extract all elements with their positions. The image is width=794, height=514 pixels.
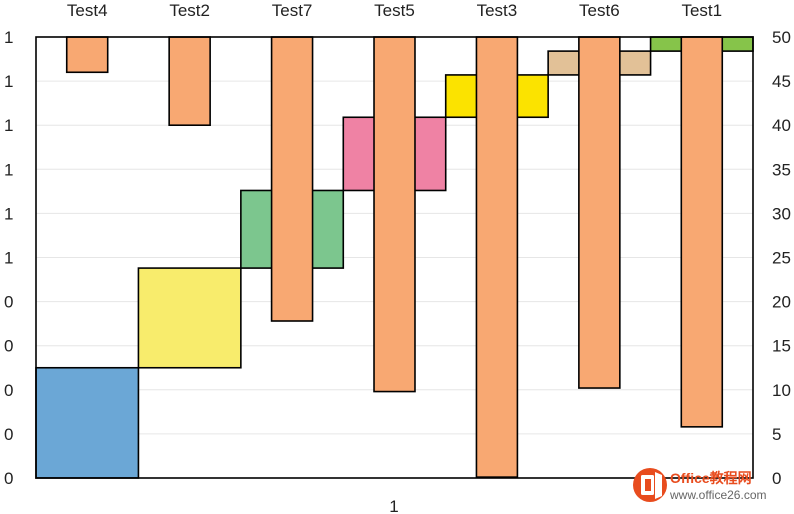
watermark-url: www.office26.com <box>669 488 767 502</box>
overlay-bar-test2 <box>168 36 211 126</box>
step-boxes <box>35 36 754 479</box>
category-label-test6: Test6 <box>579 1 620 20</box>
right-axis-tick-label: 5 <box>772 425 781 444</box>
right-axis-tick-label: 30 <box>772 204 791 223</box>
office-logo-icon <box>633 468 667 502</box>
watermark-title: Office教程网 <box>670 470 752 486</box>
left-axis-tick-label: 1 <box>4 116 13 135</box>
overlay-bar-test7 <box>270 36 314 322</box>
category-label-test2: Test2 <box>169 1 210 20</box>
left-axis-tick-label: 0 <box>4 425 13 444</box>
right-axis-tick-label: 15 <box>772 337 791 356</box>
left-axis-tick-label: 1 <box>4 249 13 268</box>
right-axis-tick-label: 10 <box>772 381 791 400</box>
left-axis: 0 0 0 0 0 1 1 1 1 1 1 <box>4 28 13 488</box>
step-box-test2 <box>137 267 242 369</box>
right-axis-tick-label: 20 <box>772 293 791 312</box>
overlay-bar-test3 <box>475 36 519 478</box>
left-axis-tick-label: 1 <box>4 28 13 47</box>
right-axis-tick-label: 50 <box>772 28 791 47</box>
category-label-test3: Test3 <box>477 1 518 20</box>
left-axis-tick-label: 1 <box>4 204 13 223</box>
left-axis-tick-label: 0 <box>4 469 13 488</box>
left-axis-tick-label: 0 <box>4 337 13 356</box>
left-axis-tick-label: 0 <box>4 293 13 312</box>
right-axis-tick-label: 0 <box>772 469 781 488</box>
left-axis-tick-label: 0 <box>4 381 13 400</box>
step-box-test4 <box>35 366 140 479</box>
watermark: Office教程网 www.office26.com <box>633 468 767 502</box>
category-label-test1: Test1 <box>681 1 722 20</box>
category-label-test5: Test5 <box>374 1 415 20</box>
category-label-test7: Test7 <box>272 1 313 20</box>
category-label-test4: Test4 <box>67 1 108 20</box>
left-axis-tick-label: 1 <box>4 72 13 91</box>
left-axis-tick-label: 1 <box>4 160 13 179</box>
right-axis-tick-label: 40 <box>772 116 791 135</box>
overlay-bar-test4 <box>65 36 109 74</box>
overlay-bar-test6 <box>578 36 621 389</box>
x-axis-category-label: 1 <box>389 497 398 514</box>
overlay-bar-test5 <box>373 36 416 393</box>
right-axis-tick-label: 25 <box>772 249 791 268</box>
plot-frame <box>35 36 754 479</box>
right-axis: 0 5 10 15 20 25 30 35 40 45 50 <box>772 28 791 488</box>
right-axis-tick-label: 45 <box>772 72 791 91</box>
overlay-bar-test1 <box>680 36 724 428</box>
overlay-bars <box>65 36 724 478</box>
right-axis-tick-label: 35 <box>772 160 791 179</box>
category-labels: Test4 Test2 Test7 Test5 Test3 Test6 Test1 <box>67 1 722 20</box>
